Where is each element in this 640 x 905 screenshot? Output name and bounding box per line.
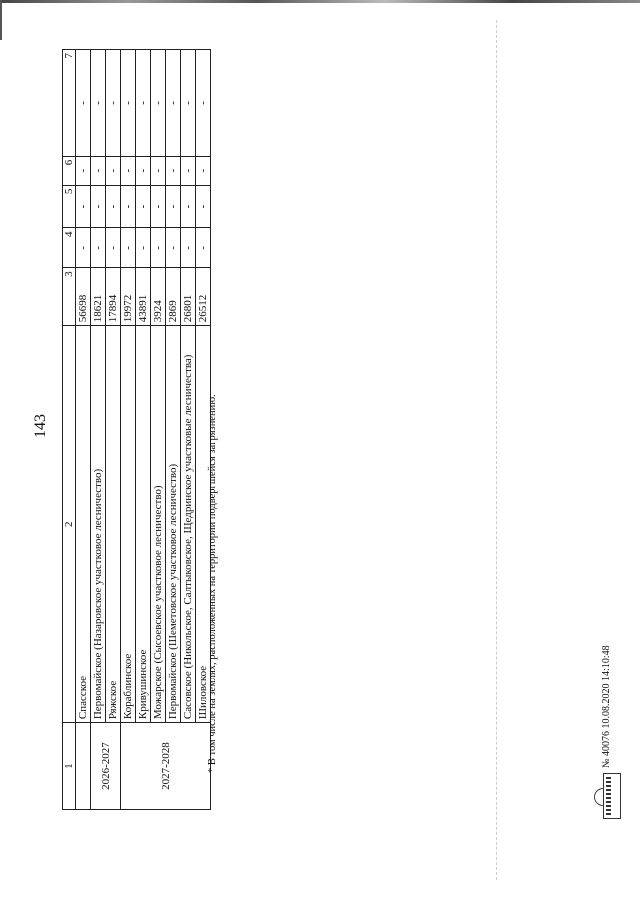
- table-row: Ряжское 17894- - - -: [105, 49, 121, 810]
- table-row: 2026-2027 Первомайское (Назаровское участ…: [90, 49, 121, 810]
- column-header: 2: [62, 325, 76, 723]
- district-name-cell: Первомайское (Шеметовское участковое лес…: [165, 325, 181, 723]
- district-name-cell: Сасовское (Никольское, Салтыковское, Щед…: [180, 325, 196, 723]
- district-name-cell: Спасское: [75, 325, 91, 723]
- value-cell: -: [105, 227, 121, 268]
- column-header: 4: [62, 227, 76, 268]
- registry-logo: [594, 773, 621, 819]
- column-header: 5: [62, 185, 76, 228]
- column-header: 1: [62, 722, 76, 810]
- forest-table: 1 2 3 4 5 6 7 Спасское 56698- - - -2026-2027…: [62, 49, 211, 810]
- value-cell: -: [105, 185, 121, 228]
- value-cell: -: [120, 185, 136, 228]
- scan-edge-artifact: [0, 0, 640, 3]
- district-name-cell: Кривушинское: [135, 325, 151, 723]
- table-header-row: 1 2 3 4 5 6 7: [62, 49, 76, 810]
- table-row: 2027-2028 Кораблинское 19972- - - -: [120, 49, 211, 810]
- period-cell: 2026-2027: [90, 722, 121, 810]
- value-cell: -: [120, 49, 136, 157]
- district-name-cell: Кораблинское: [120, 325, 136, 723]
- value-cell: -: [195, 156, 211, 186]
- value-cell: -: [150, 49, 166, 157]
- value-cell: -: [90, 156, 106, 186]
- table-row: Можарское (Сысоевское участковое лесниче…: [150, 49, 166, 810]
- value-cell: 18621: [90, 267, 106, 326]
- value-cell: -: [165, 227, 181, 268]
- district-name-cell: Ряжское: [105, 325, 121, 723]
- value-cell: -: [75, 227, 91, 268]
- value-cell: 26512: [195, 267, 211, 326]
- value-cell: -: [135, 185, 151, 228]
- value-cell: -: [195, 185, 211, 228]
- value-cell: -: [195, 227, 211, 268]
- value-cell: -: [180, 185, 196, 228]
- value-cell: -: [90, 185, 106, 228]
- value-cell: -: [120, 156, 136, 186]
- value-cell: -: [165, 49, 181, 157]
- value-cell: -: [75, 156, 91, 186]
- value-cell: 19972: [120, 267, 136, 326]
- value-cell: 56698: [75, 267, 91, 326]
- footnote: * В том числе на землях, расположенных н…: [207, 394, 218, 773]
- page-number: 143: [32, 414, 49, 438]
- scan-noise-line: [496, 20, 497, 880]
- value-cell: -: [135, 156, 151, 186]
- value-cell: 3924: [150, 267, 166, 326]
- value-cell: 2869: [165, 267, 181, 326]
- value-cell: -: [90, 49, 106, 157]
- value-cell: -: [180, 227, 196, 268]
- table-row: Первомайское (Шеметовское участковое лес…: [165, 49, 181, 810]
- period-cell: [75, 722, 91, 810]
- column-header: 3: [62, 267, 76, 326]
- value-cell: 26801: [180, 267, 196, 326]
- value-cell: -: [150, 227, 166, 268]
- value-cell: -: [75, 185, 91, 228]
- data-table: 1 2 3 4 5 6 7 Спасское 56698- - - -2026-2027…: [62, 49, 211, 810]
- value-cell: -: [180, 156, 196, 186]
- value-cell: -: [105, 49, 121, 157]
- value-cell: -: [150, 185, 166, 228]
- table-row: Спасское 56698- - - -: [75, 49, 91, 810]
- value-cell: 17894: [105, 267, 121, 326]
- district-name-cell: Первомайское (Назаровское участковое лес…: [90, 325, 106, 723]
- value-cell: -: [120, 227, 136, 268]
- value-cell: -: [165, 156, 181, 186]
- value-cell: -: [135, 49, 151, 157]
- column-header: 6: [62, 156, 76, 186]
- value-cell: -: [135, 227, 151, 268]
- value-cell: -: [150, 156, 166, 186]
- district-name-cell: Можарское (Сысоевское участковое лесниче…: [150, 325, 166, 723]
- value-cell: -: [75, 49, 91, 157]
- value-cell: -: [90, 227, 106, 268]
- value-cell: 43891: [135, 267, 151, 326]
- table-row: Сасовское (Никольское, Салтыковское, Щед…: [180, 49, 196, 810]
- value-cell: -: [165, 185, 181, 228]
- scan-edge-artifact: [0, 0, 2, 40]
- value-cell: -: [195, 49, 211, 157]
- value-cell: -: [105, 156, 121, 186]
- table-row: Кривушинское 43891- - - -: [135, 49, 151, 810]
- column-header: 7: [62, 49, 76, 157]
- registration-stamp: № 40076 10.08.2020 14:10:48: [601, 645, 612, 768]
- value-cell: -: [180, 49, 196, 157]
- period-cell: 2027-2028: [120, 722, 211, 810]
